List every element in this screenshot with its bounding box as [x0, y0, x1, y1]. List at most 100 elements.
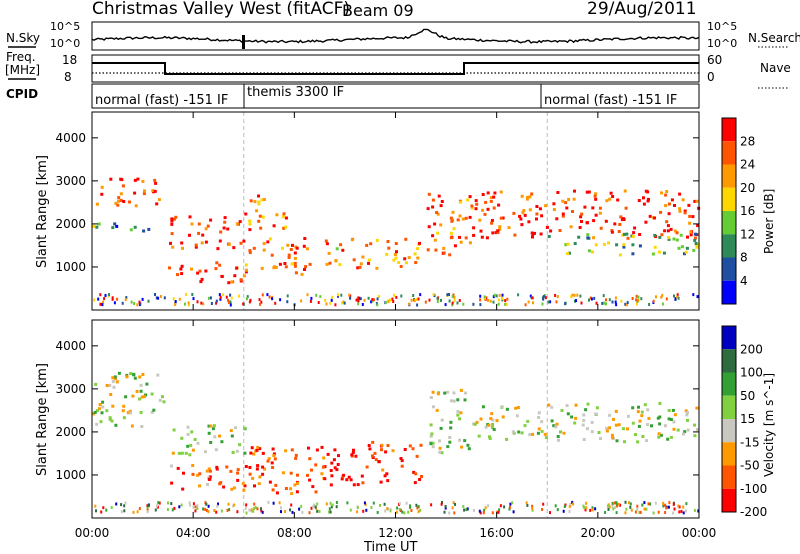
- scatter-cell: [692, 248, 696, 252]
- scatter-cell: [568, 251, 571, 255]
- scatter-cell: [588, 298, 590, 302]
- scatter-cell: [409, 505, 412, 509]
- scatter-cell: [218, 263, 222, 267]
- scatter-cell: [92, 412, 96, 416]
- scatter-cell: [624, 500, 627, 504]
- velocity-y-ticks: 1000 2000 3000 4000: [55, 339, 699, 482]
- scatter-cell: [209, 296, 212, 300]
- scatter-cell: [200, 301, 203, 305]
- scatter-cell: [197, 222, 201, 226]
- scatter-cell: [664, 204, 668, 208]
- colorbar-tick-label: 50: [740, 389, 755, 403]
- scatter-cell: [640, 297, 643, 301]
- scatter-cell: [170, 232, 174, 236]
- scatter-cell: [280, 506, 282, 510]
- scatter-cell: [490, 412, 494, 416]
- scatter-cell: [678, 207, 682, 211]
- scatter-cell: [605, 298, 607, 302]
- scatter-cell: [591, 250, 594, 254]
- y-tick-label: 4000: [55, 339, 86, 353]
- scatter-cell: [119, 192, 123, 196]
- scatter-cell: [681, 432, 685, 436]
- scatter-cell: [320, 472, 324, 476]
- scatter-cell: [133, 302, 136, 305]
- scatter-cell: [318, 509, 321, 513]
- scatter-cell: [239, 241, 243, 245]
- scatter-cell: [126, 411, 130, 415]
- scatter-cell: [463, 508, 466, 512]
- scatter-cell: [300, 505, 303, 508]
- scatter-cell: [416, 303, 419, 307]
- scatter-cell: [660, 233, 664, 237]
- scatter-cell: [519, 217, 523, 221]
- scatter-cell: [648, 214, 652, 218]
- scatter-cell: [591, 206, 595, 210]
- scatter-cell: [646, 199, 650, 203]
- scatter-cell: [129, 372, 133, 375]
- scatter-cell: [272, 224, 276, 228]
- scatter-cell: [296, 473, 299, 477]
- scatter-cell: [354, 454, 358, 458]
- scatter-cell: [693, 434, 697, 438]
- scatter-cell: [130, 424, 134, 428]
- scatter-cell: [492, 300, 495, 304]
- scatter-cell: [488, 437, 492, 440]
- scatter-cell: [636, 440, 640, 444]
- scatter-cell: [511, 430, 515, 434]
- scatter-cell: [291, 510, 294, 514]
- scatter-cell: [653, 245, 657, 249]
- scatter-cell: [516, 406, 520, 409]
- freq-tick-bottom: 8: [64, 70, 72, 84]
- scatter-cell: [573, 293, 576, 297]
- scatter-cell: [569, 225, 573, 229]
- scatter-cell: [579, 294, 582, 298]
- scatter-cell: [481, 405, 485, 409]
- scatter-cell: [533, 231, 536, 235]
- scatter-cell: [377, 460, 381, 464]
- scatter-cell: [147, 504, 150, 508]
- scatter-cell: [556, 191, 560, 194]
- scatter-cell: [456, 398, 460, 402]
- scatter-cell: [132, 510, 135, 514]
- scatter-cell: [464, 236, 468, 240]
- scatter-cell: [401, 510, 404, 514]
- scatter-cell: [571, 500, 574, 504]
- scatter-cell: [296, 481, 300, 485]
- scatter-cell: [460, 445, 464, 449]
- frequency-panel: Freq. [MHz] 18 8 60 0 Nave: [5, 50, 791, 89]
- scatter-cell: [501, 415, 505, 419]
- scatter-cell: [380, 448, 383, 452]
- scatter-cell: [646, 408, 650, 412]
- scatter-cell: [505, 302, 508, 306]
- scatter-cell: [232, 486, 236, 490]
- scatter-cell: [458, 214, 462, 218]
- scatter-cell: [577, 235, 581, 239]
- scatter-cell: [565, 206, 569, 210]
- scatter-cell: [234, 426, 238, 430]
- scatter-cell: [380, 443, 384, 447]
- scatter-cell: [542, 502, 545, 506]
- scatter-cell: [228, 508, 231, 512]
- scatter-cell: [565, 404, 569, 408]
- x-tick-label: 04:00: [176, 526, 211, 540]
- scatter-cell: [426, 248, 430, 252]
- scatter-cell: [157, 501, 160, 505]
- velocity-colorbar-label: Velocity [m s^-1]: [762, 373, 776, 477]
- scatter-cell: [623, 189, 627, 193]
- scatter-cell: [186, 432, 190, 436]
- scatter-cell: [249, 199, 253, 203]
- scatter-cell: [435, 408, 439, 412]
- scatter-cell: [528, 208, 532, 212]
- scatter-cell: [508, 505, 511, 509]
- scatter-cell: [586, 233, 590, 237]
- scatter-cell: [487, 423, 491, 427]
- scatter-cell: [140, 425, 144, 428]
- scatter-cell: [424, 300, 427, 304]
- scatter-cell: [392, 258, 396, 262]
- scatter-cell: [345, 478, 349, 482]
- scatter-cell: [562, 509, 565, 513]
- scatter-cell: [189, 443, 193, 447]
- scatter-cell: [545, 225, 549, 229]
- scatter-cell: [512, 211, 516, 215]
- scatter-cell: [268, 237, 272, 241]
